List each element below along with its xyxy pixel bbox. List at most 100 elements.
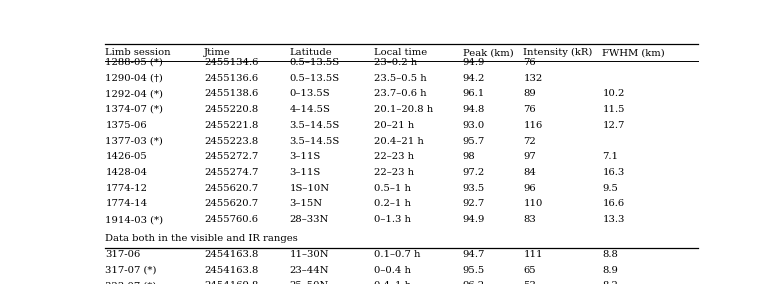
Text: 2455220.8: 2455220.8 [205, 105, 259, 114]
Text: 95.5: 95.5 [463, 266, 485, 275]
Text: 94.9: 94.9 [463, 215, 485, 224]
Text: Jtime: Jtime [205, 48, 231, 57]
Text: 0.5–1 h: 0.5–1 h [375, 184, 412, 193]
Text: 2455274.7: 2455274.7 [205, 168, 259, 177]
Text: 92.7: 92.7 [463, 199, 485, 208]
Text: 22–23 h: 22–23 h [375, 152, 415, 161]
Text: 4–14.5S: 4–14.5S [289, 105, 330, 114]
Text: 25–50N: 25–50N [289, 281, 328, 284]
Text: 1292-04 (*): 1292-04 (*) [105, 89, 163, 98]
Text: 22–23 h: 22–23 h [375, 168, 415, 177]
Text: 12.7: 12.7 [602, 121, 625, 130]
Text: 1374-07 (*): 1374-07 (*) [105, 105, 163, 114]
Text: 3–11S: 3–11S [289, 152, 321, 161]
Text: 3–11S: 3–11S [289, 168, 321, 177]
Text: 317-06: 317-06 [105, 250, 140, 259]
Text: Latitude: Latitude [289, 48, 332, 57]
Text: 1377-03 (*): 1377-03 (*) [105, 137, 163, 145]
Text: 116: 116 [523, 121, 543, 130]
Text: 2454163.8: 2454163.8 [205, 266, 259, 275]
Text: 89: 89 [523, 89, 536, 98]
Text: 0.5–13.5S: 0.5–13.5S [289, 58, 339, 67]
Text: 111: 111 [523, 250, 543, 259]
Text: 16.6: 16.6 [602, 199, 624, 208]
Text: 0.2–1 h: 0.2–1 h [375, 199, 412, 208]
Text: 2454163.8: 2454163.8 [205, 250, 259, 259]
Text: 76: 76 [523, 105, 536, 114]
Text: Peak (km): Peak (km) [463, 48, 514, 57]
Text: 11.5: 11.5 [602, 105, 625, 114]
Text: 3.5–14.5S: 3.5–14.5S [289, 137, 339, 145]
Text: 1S–10N: 1S–10N [289, 184, 329, 193]
Text: 2455136.6: 2455136.6 [205, 74, 259, 83]
Text: 1774-14: 1774-14 [105, 199, 147, 208]
Text: 8.2: 8.2 [602, 281, 618, 284]
Text: 16.3: 16.3 [602, 168, 625, 177]
Text: 3.5–14.5S: 3.5–14.5S [289, 121, 339, 130]
Text: 76: 76 [523, 58, 536, 67]
Text: 2454169.8: 2454169.8 [205, 281, 259, 284]
Text: 20.4–21 h: 20.4–21 h [375, 137, 424, 145]
Text: 0.5–13.5S: 0.5–13.5S [289, 74, 339, 83]
Text: 95.7: 95.7 [463, 137, 485, 145]
Text: 94.7: 94.7 [463, 250, 485, 259]
Text: 23.7–0.6 h: 23.7–0.6 h [375, 89, 427, 98]
Text: 96.1: 96.1 [463, 89, 485, 98]
Text: 0–0.4 h: 0–0.4 h [375, 266, 412, 275]
Text: 96.2: 96.2 [463, 281, 485, 284]
Text: 110: 110 [523, 199, 543, 208]
Text: 0.4–1 h: 0.4–1 h [375, 281, 412, 284]
Text: 97.2: 97.2 [463, 168, 485, 177]
Text: 2455223.8: 2455223.8 [205, 137, 259, 145]
Text: 23–0.2 h: 23–0.2 h [375, 58, 418, 67]
Text: 94.9: 94.9 [463, 58, 485, 67]
Text: 2455620.7: 2455620.7 [205, 184, 259, 193]
Text: 0.1–0.7 h: 0.1–0.7 h [375, 250, 421, 259]
Text: 0–1.3 h: 0–1.3 h [375, 215, 412, 224]
Text: 53: 53 [523, 281, 536, 284]
Text: 1428-04: 1428-04 [105, 168, 147, 177]
Text: 84: 84 [523, 168, 536, 177]
Text: 96: 96 [523, 184, 536, 193]
Text: 94.8: 94.8 [463, 105, 485, 114]
Text: Limb session: Limb session [105, 48, 171, 57]
Text: Data both in the visible and IR ranges: Data both in the visible and IR ranges [105, 234, 298, 243]
Text: 23.5–0.5 h: 23.5–0.5 h [375, 74, 427, 83]
Text: Local time: Local time [375, 48, 428, 57]
Text: 3–15N: 3–15N [289, 199, 322, 208]
Text: 1288-05 (*): 1288-05 (*) [105, 58, 163, 67]
Text: 8.9: 8.9 [602, 266, 618, 275]
Text: 1375-06: 1375-06 [105, 121, 147, 130]
Text: 1290-04 (†): 1290-04 (†) [105, 74, 163, 83]
Text: 1774-12: 1774-12 [105, 184, 147, 193]
Text: 8.8: 8.8 [602, 250, 618, 259]
Text: 9.5: 9.5 [602, 184, 618, 193]
Text: 132: 132 [523, 74, 543, 83]
Text: 72: 72 [523, 137, 536, 145]
Text: 94.2: 94.2 [463, 74, 485, 83]
Text: 28–33N: 28–33N [289, 215, 328, 224]
Text: 2455760.6: 2455760.6 [205, 215, 259, 224]
Text: 83: 83 [523, 215, 536, 224]
Text: 2455138.6: 2455138.6 [205, 89, 259, 98]
Text: 93.5: 93.5 [463, 184, 485, 193]
Text: 20–21 h: 20–21 h [375, 121, 415, 130]
Text: 2455272.7: 2455272.7 [205, 152, 259, 161]
Text: 2455221.8: 2455221.8 [205, 121, 259, 130]
Text: 23–44N: 23–44N [289, 266, 329, 275]
Text: 97: 97 [523, 152, 536, 161]
Text: 2455134.6: 2455134.6 [205, 58, 259, 67]
Text: 98: 98 [463, 152, 475, 161]
Text: 1426-05: 1426-05 [105, 152, 147, 161]
Text: FWHM (km): FWHM (km) [602, 48, 665, 57]
Text: 0–13.5S: 0–13.5S [289, 89, 330, 98]
Text: 2455620.7: 2455620.7 [205, 199, 259, 208]
Text: 10.2: 10.2 [602, 89, 625, 98]
Text: Intensity (kR): Intensity (kR) [523, 48, 593, 57]
Text: 93.0: 93.0 [463, 121, 485, 130]
Text: 65: 65 [523, 266, 536, 275]
Text: 317-07 (*): 317-07 (*) [105, 266, 157, 275]
Text: 1914-03 (*): 1914-03 (*) [105, 215, 163, 224]
Text: 20.1–20.8 h: 20.1–20.8 h [375, 105, 434, 114]
Text: 11–30N: 11–30N [289, 250, 329, 259]
